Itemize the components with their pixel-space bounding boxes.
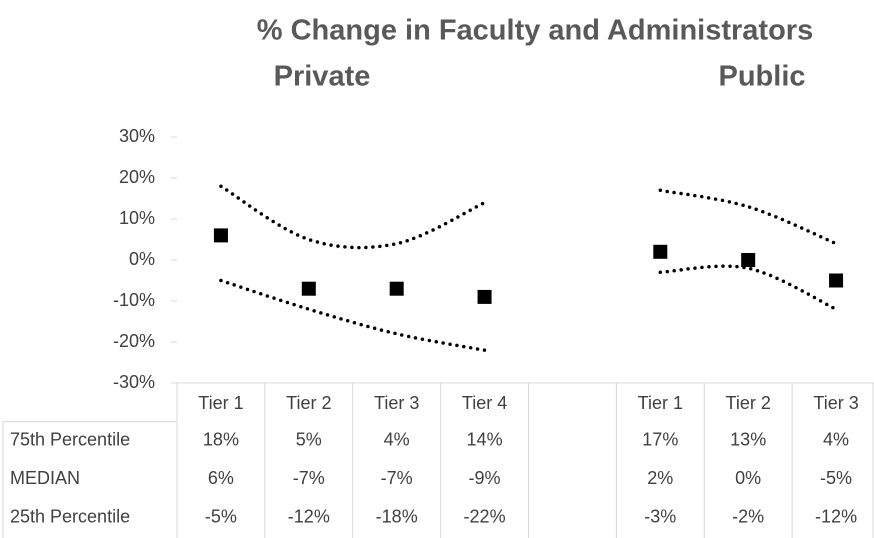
row-label: 75th Percentile (10, 430, 130, 450)
marker (829, 273, 844, 288)
y-tick-label: -30% (113, 372, 155, 392)
x-tick-label: Tier 1 (638, 393, 683, 413)
table-value: 14% (467, 430, 503, 450)
table-value: 6% (208, 468, 234, 488)
percentile-line (219, 184, 487, 250)
x-tick-label: Tier 2 (286, 393, 331, 413)
marker (301, 281, 316, 296)
table-value: -12% (815, 507, 857, 527)
table-value: -9% (469, 468, 501, 488)
table-value: -7% (381, 468, 413, 488)
percentile-line (219, 278, 487, 352)
marker (653, 244, 668, 259)
table-value: 5% (296, 430, 322, 450)
table-value: -12% (288, 507, 330, 527)
y-tick-label: -10% (113, 290, 155, 310)
marker (389, 281, 404, 296)
x-tick-label: Tier 2 (726, 393, 771, 413)
chart-title: % Change in Faculty and Administrators (257, 15, 813, 47)
table-value: 17% (642, 430, 678, 450)
x-tick-label: Tier 3 (374, 393, 419, 413)
percentile-line (658, 188, 838, 246)
y-tick-label: 0% (129, 249, 155, 269)
marker (477, 289, 492, 304)
group-label: Public (718, 61, 805, 93)
table-value: 4% (823, 430, 849, 450)
table-value: 18% (203, 430, 239, 450)
y-tick-label: -20% (113, 331, 155, 351)
x-tick-label: Tier 4 (462, 393, 507, 413)
row-label: MEDIAN (10, 468, 80, 488)
marker (213, 228, 228, 243)
marker (741, 253, 756, 267)
y-tick-label: 10% (119, 208, 155, 228)
group-label: Private (274, 61, 371, 93)
table-value: -7% (293, 468, 325, 488)
row-label: 25th Percentile (10, 507, 130, 527)
table-value: 13% (730, 430, 766, 450)
table-value: -3% (644, 507, 676, 527)
table-value: -18% (376, 507, 418, 527)
table-value: 0% (735, 468, 761, 488)
y-tick-label: 30% (119, 126, 155, 146)
x-tick-label: Tier 3 (813, 393, 858, 413)
table-value: 2% (647, 468, 673, 488)
table-value: -5% (820, 468, 852, 488)
table-value: -22% (464, 507, 506, 527)
table-value: -5% (205, 507, 237, 527)
table-value: -2% (732, 507, 764, 527)
x-tick-label: Tier 1 (198, 393, 243, 413)
table-value: 4% (384, 430, 410, 450)
percentile-line (658, 264, 838, 311)
y-tick-label: 20% (119, 167, 155, 187)
